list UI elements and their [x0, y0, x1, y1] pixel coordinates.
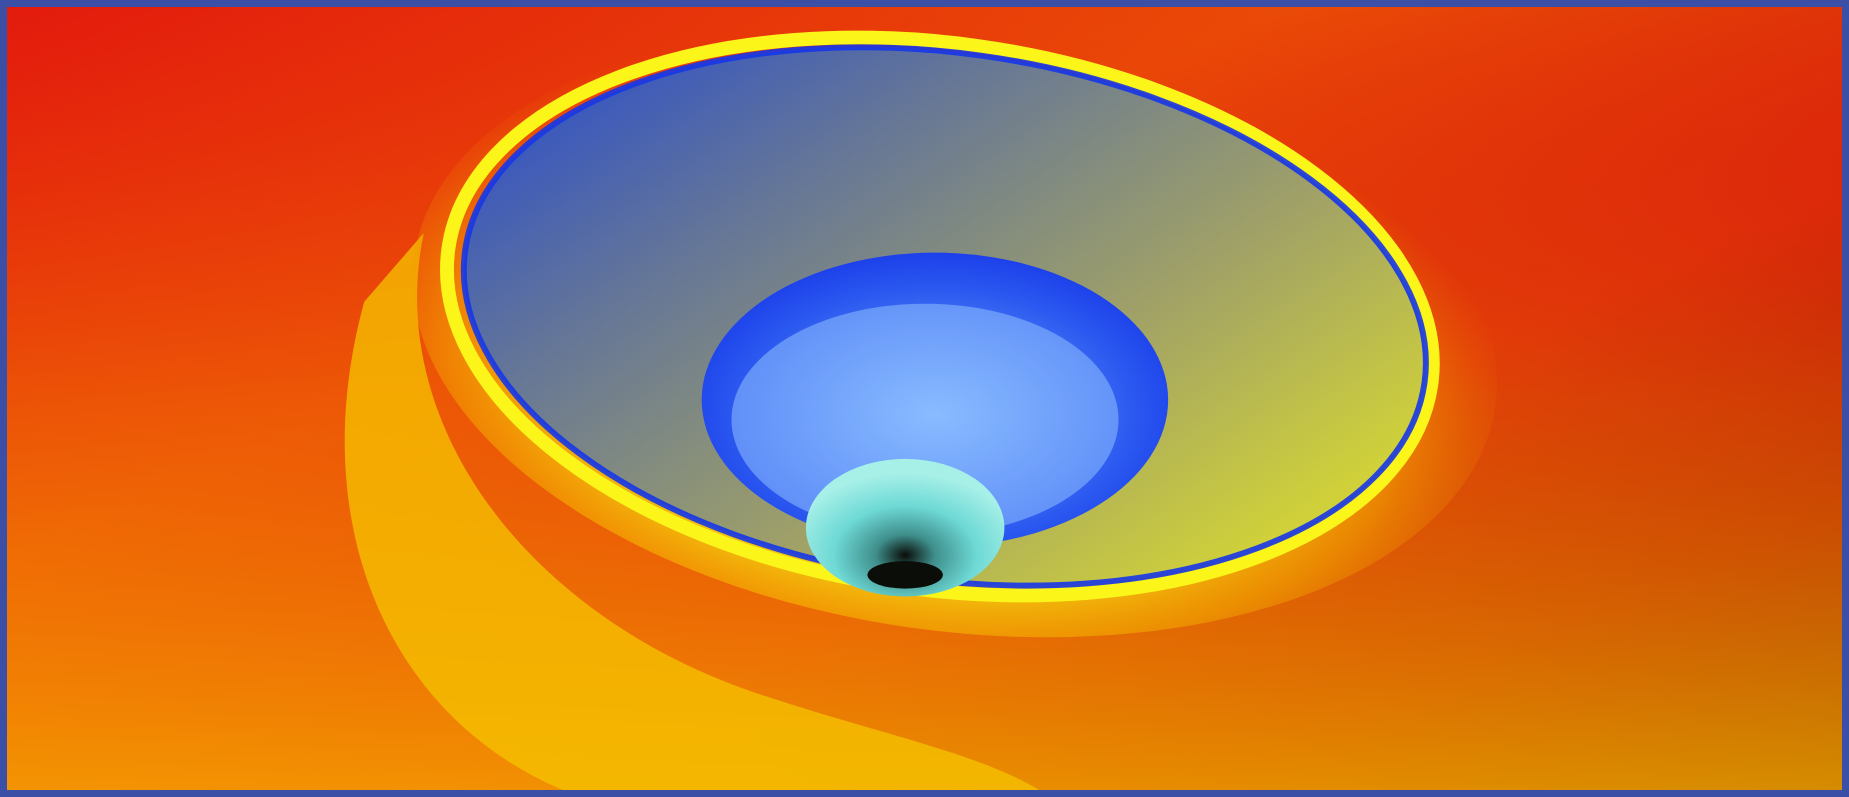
- cyan-throat: [805, 458, 1005, 597]
- vortex-illustration: [7, 7, 1842, 790]
- inner-blue-highlight: [731, 303, 1119, 536]
- funnel-center-hole: [867, 561, 943, 589]
- yellow-swirl-tail: [344, 232, 1040, 790]
